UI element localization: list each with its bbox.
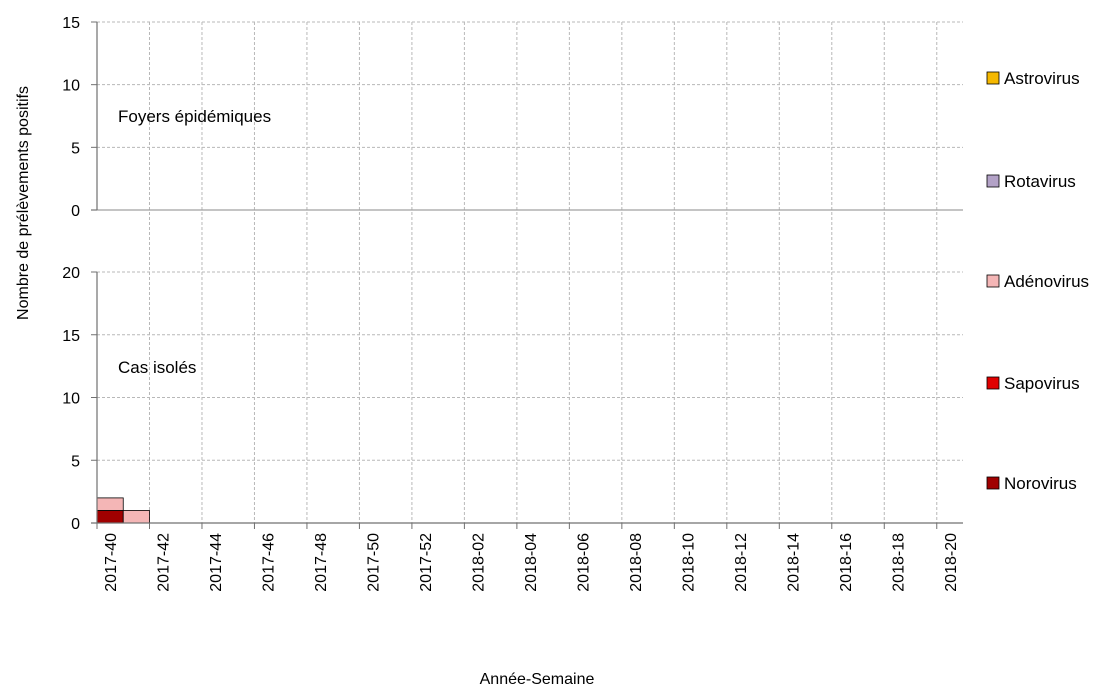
legend-label: Sapovirus bbox=[1004, 374, 1080, 393]
x-tick-label: 2018-04 bbox=[523, 533, 540, 592]
legend: Astrovirus Rotavirus Adénovirus Sapovirus No… bbox=[986, 69, 1089, 493]
x-tick-label: 2018-18 bbox=[890, 533, 907, 592]
x-tick-label: 2017-42 bbox=[156, 533, 173, 592]
legend-label: Adénovirus bbox=[1004, 272, 1089, 291]
x-tick-label: 2018-10 bbox=[680, 533, 697, 592]
legend-swatch bbox=[986, 376, 1000, 390]
x-tick-label: 2017-50 bbox=[366, 533, 383, 592]
bar-segment-norovirus bbox=[96, 510, 124, 524]
y-tick-label: 5 bbox=[71, 453, 80, 470]
x-tick-label: 2017-52 bbox=[418, 533, 435, 592]
y-tick-label: 10 bbox=[62, 391, 80, 408]
bar-segment-adnovirus bbox=[96, 497, 124, 511]
x-tick-label: 2018-12 bbox=[733, 533, 750, 592]
y-tick-label: 5 bbox=[71, 140, 80, 157]
y-tick-label: 20 bbox=[62, 265, 80, 282]
legend-label: Norovirus bbox=[1004, 474, 1077, 493]
y-tick-label: 15 bbox=[62, 15, 80, 32]
x-tick-label: 2017-48 bbox=[313, 533, 330, 592]
y-tick-label: 10 bbox=[62, 78, 80, 95]
x-tick-label: 2017-46 bbox=[261, 533, 278, 592]
x-tick-label: 2018-02 bbox=[471, 533, 488, 592]
legend-label: Rotavirus bbox=[1004, 172, 1076, 191]
x-tick-label: 2018-16 bbox=[838, 533, 855, 592]
bars bbox=[96, 497, 150, 524]
legend-swatch bbox=[986, 476, 1000, 490]
legend-swatch bbox=[986, 71, 1000, 85]
x-tick-label: 2018-06 bbox=[575, 533, 592, 592]
x-tick-label: 2017-44 bbox=[208, 533, 225, 592]
panel-label-top: Foyers épidémiques bbox=[118, 107, 271, 126]
x-tick-label: 2017-40 bbox=[103, 533, 120, 592]
legend-swatch bbox=[986, 274, 1000, 288]
tick-labels: 0 5 10 15 0 5 10 15 20 2017-40 2017-42 2017-44 2017-… bbox=[62, 15, 960, 592]
bar-segment-adnovirus bbox=[122, 510, 150, 524]
grid bbox=[97, 21, 963, 523]
y-tick-label: 0 bbox=[71, 203, 80, 220]
axes bbox=[91, 21, 963, 529]
y-tick-label: 15 bbox=[62, 328, 80, 345]
legend-label: Astrovirus bbox=[1004, 69, 1080, 88]
legend-swatch bbox=[986, 174, 1000, 188]
x-tick-label: 2018-08 bbox=[628, 533, 645, 592]
x-tick-label: 2018-20 bbox=[943, 533, 960, 592]
panel-label-bottom: Cas isolés bbox=[118, 358, 196, 377]
y-axis-title: Nombre de prélèvements positifs bbox=[15, 86, 32, 320]
y-tick-label: 0 bbox=[71, 516, 80, 533]
x-axis-title: Année-Semaine bbox=[480, 671, 595, 687]
x-tick-label: 2018-14 bbox=[785, 533, 802, 592]
